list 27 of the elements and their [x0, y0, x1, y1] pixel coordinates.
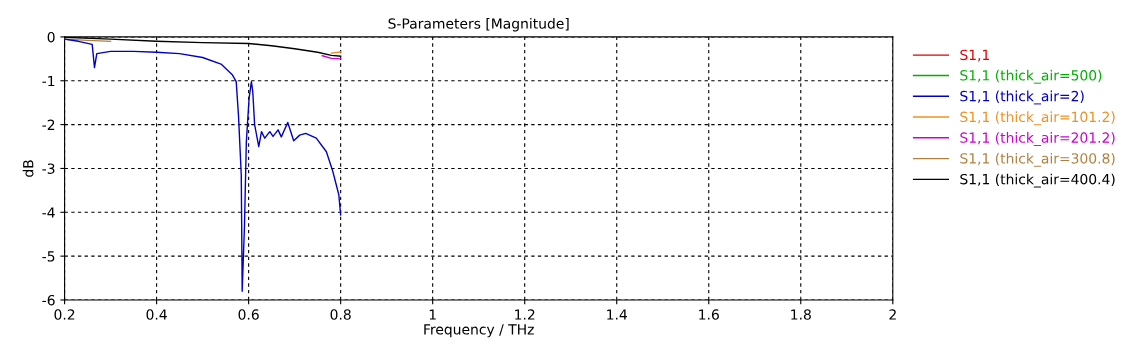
y-tick-label: -3 — [42, 163, 55, 174]
legend-label: S1,1 — [960, 49, 990, 62]
x-axis-title: Frequency / THz — [424, 324, 534, 338]
y-axis-title: dB — [22, 160, 34, 177]
legend-label: S1,1 (thick_air=101.2) — [960, 111, 1115, 126]
chart-title: S-Parameters [Magnitude] — [388, 18, 569, 32]
y-tick-label: -2 — [42, 119, 55, 130]
legend-label: S1,1 (thick_air=400.4) — [960, 173, 1115, 188]
x-tick-label: 1.8 — [791, 309, 811, 320]
legend-label: S1,1 (thick_air=2) — [960, 90, 1084, 105]
x-tick-label: 0.6 — [238, 309, 259, 320]
x-tick-label: 1 — [429, 309, 436, 320]
x-tick-label: 0.8 — [330, 309, 351, 320]
x-tick-label: 0.2 — [54, 309, 75, 320]
y-tick-label: -4 — [42, 207, 55, 218]
y-tick-label: 0 — [47, 31, 55, 43]
x-tick-label: 1.2 — [515, 309, 535, 320]
x-tick-label: 1.4 — [607, 309, 627, 320]
x-tick-label: 1.6 — [699, 309, 719, 320]
y-tick-label: -1 — [42, 75, 55, 87]
y-tick-label: -6 — [42, 294, 55, 306]
y-tick-label: -5 — [42, 251, 55, 262]
x-tick-label: 2 — [889, 309, 896, 320]
legend-label: S1,1 (thick_air=300.8) — [960, 152, 1115, 167]
x-tick-label: 0.4 — [146, 309, 167, 320]
legend-label: S1,1 (thick_air=500) — [960, 69, 1102, 84]
legend-label: S1,1 (thick_air=201.2) — [960, 132, 1115, 146]
